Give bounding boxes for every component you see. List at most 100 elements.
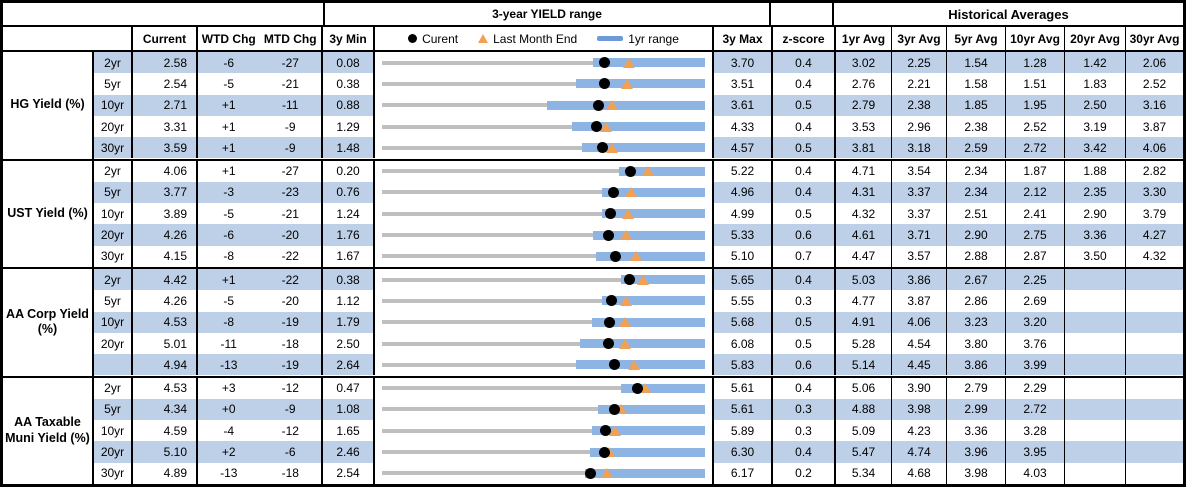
avg-value: 2.51 bbox=[947, 203, 1006, 225]
chart-legend: Curent Last Month End 1yr range bbox=[375, 27, 714, 50]
last-month-triangle bbox=[619, 295, 632, 306]
z-score-value: 0.3 bbox=[773, 420, 836, 442]
z-score-value: 0.5 bbox=[773, 94, 836, 116]
avg-value bbox=[1065, 354, 1126, 376]
mtd-chg-value: -18 bbox=[281, 336, 299, 351]
3y-min-value: 1.76 bbox=[323, 224, 375, 246]
legend-1yr-range: 1yr range bbox=[597, 32, 679, 46]
mtd-chg-value: -27 bbox=[281, 55, 299, 70]
avg-value: 2.38 bbox=[892, 94, 947, 116]
z-score-value: 0.4 bbox=[773, 441, 836, 463]
tenor-label: 10yr bbox=[94, 420, 133, 442]
3y-min-value: 1.24 bbox=[323, 203, 375, 225]
range-bar bbox=[601, 209, 705, 219]
section-0: HG Yield (%) 2yr 2.58 -6 -27 0.08 3.70 0.4 3.02 2… bbox=[3, 52, 1183, 161]
range-track bbox=[382, 341, 705, 346]
z-score-value: 0.6 bbox=[773, 354, 836, 376]
range-bar bbox=[592, 58, 705, 68]
z-score-value: 0.5 bbox=[773, 332, 836, 355]
table-row: 10yr 4.59 -4 -12 1.65 5.89 0.3 5.09 4.23 3.36 3.28 bbox=[94, 420, 1183, 442]
wtd-chg-value: -13 bbox=[220, 466, 238, 481]
mtd-chg-value: -20 bbox=[281, 293, 299, 308]
tenor-label: 2yr bbox=[94, 377, 133, 399]
avg-value: 3.80 bbox=[947, 332, 1006, 355]
col-header-5yr-avg: 5yr Avg bbox=[947, 27, 1006, 50]
avg-value: 3.36 bbox=[947, 420, 1006, 442]
z-score-value: 0.4 bbox=[773, 269, 836, 291]
z-score-value: 0.5 bbox=[773, 203, 836, 225]
3y-max-value: 4.96 bbox=[714, 181, 773, 204]
avg-value bbox=[1065, 290, 1126, 312]
3y-min-value: 0.08 bbox=[323, 52, 375, 74]
tenor-label: 20yr bbox=[94, 332, 133, 355]
yield-range-chart bbox=[375, 224, 714, 246]
current-value: 3.31 bbox=[133, 115, 198, 138]
current-value: 4.53 bbox=[133, 377, 198, 399]
avg-value: 3.30 bbox=[1126, 181, 1183, 204]
col-header-z-score: z-score bbox=[773, 27, 836, 50]
section-rows: 2yr 4.06 +1 -27 0.20 5.22 0.4 4.71 3.54 2.34 1.87 1… bbox=[94, 160, 1183, 268]
mtd-chg-value: -21 bbox=[281, 76, 299, 91]
last-month-triangle bbox=[605, 142, 618, 153]
chg-cell: -8 -22 bbox=[198, 245, 323, 267]
table-row: 10yr 3.89 -5 -21 1.24 4.99 0.5 4.32 3.37 2.51 2.41… bbox=[94, 203, 1183, 225]
table-row: 5yr 4.26 -5 -20 1.12 5.55 0.3 4.77 3.87 2.86 2.69 bbox=[94, 290, 1183, 312]
table-row: 2yr 4.06 +1 -27 0.20 5.22 0.4 4.71 3.54 2.34 1.87 1… bbox=[94, 160, 1183, 182]
3y-min-value: 0.76 bbox=[323, 181, 375, 204]
current-dot bbox=[604, 208, 616, 220]
avg-value: 1.87 bbox=[1006, 160, 1065, 182]
header-row-groups: 3-year YIELD range Historical Averages bbox=[3, 3, 1183, 27]
current-dot bbox=[603, 316, 615, 328]
last-month-triangle bbox=[641, 166, 654, 177]
avg-value: 4.91 bbox=[836, 311, 892, 333]
table-row: 20yr 3.31 +1 -9 1.29 4.33 0.4 3.53 2.96 2.38 2.52 3… bbox=[94, 115, 1183, 138]
avg-value: 3.20 bbox=[1006, 311, 1065, 333]
mtd-chg-value: -11 bbox=[282, 98, 299, 113]
avg-value: 2.21 bbox=[892, 73, 947, 95]
avg-value: 3.50 bbox=[1065, 245, 1126, 267]
table-row: 5yr 2.54 -5 -21 0.38 3.51 0.4 2.76 2.21 1.58 1.51 1… bbox=[94, 73, 1183, 95]
avg-value: 2.90 bbox=[947, 224, 1006, 246]
range-bar bbox=[598, 404, 705, 414]
avg-value: 4.74 bbox=[892, 441, 947, 463]
current-dot bbox=[624, 274, 636, 286]
3y-min-value: 2.64 bbox=[323, 354, 375, 376]
wtd-chg-value: +1 bbox=[221, 164, 236, 179]
avg-value: 3.98 bbox=[947, 462, 1006, 484]
range-track-area bbox=[382, 441, 705, 462]
avg-value bbox=[1126, 398, 1183, 421]
range-track bbox=[382, 471, 705, 476]
current-dot bbox=[608, 186, 620, 198]
wtd-chg-value: -8 bbox=[223, 249, 235, 264]
col-header-wtd: WTD Chg bbox=[201, 31, 256, 46]
3y-min-value: 1.48 bbox=[323, 137, 375, 159]
tenor-label: 30yr bbox=[94, 462, 133, 484]
range-bar bbox=[571, 122, 705, 132]
last-month-triangle bbox=[609, 425, 622, 436]
wtd-chg-value: -3 bbox=[223, 185, 235, 200]
range-track bbox=[382, 362, 705, 367]
chg-cell: +3 -12 bbox=[198, 377, 323, 399]
range-track bbox=[382, 428, 705, 433]
col-header-20yr-avg: 20yr Avg bbox=[1065, 27, 1126, 50]
avg-value: 2.59 bbox=[947, 137, 1006, 159]
current-dot bbox=[592, 99, 604, 111]
avg-value: 2.35 bbox=[1065, 181, 1126, 204]
avg-value: 1.51 bbox=[1006, 73, 1065, 95]
wtd-chg-value: -6 bbox=[223, 228, 235, 243]
mtd-chg-value: -23 bbox=[281, 185, 299, 200]
range-track-area bbox=[382, 399, 705, 420]
current-dot bbox=[631, 382, 643, 394]
current-value: 4.94 bbox=[133, 354, 198, 376]
avg-value: 3.71 bbox=[892, 224, 947, 246]
range-track bbox=[382, 60, 705, 65]
mtd-chg-value: -20 bbox=[281, 228, 299, 243]
3y-min-value: 2.50 bbox=[323, 332, 375, 355]
range-bar bbox=[585, 468, 705, 478]
avg-value: 2.50 bbox=[1065, 94, 1126, 116]
range-bar bbox=[582, 143, 705, 153]
yield-range-chart bbox=[375, 181, 714, 204]
legend-current-label: Curent bbox=[422, 31, 459, 46]
current-value: 3.89 bbox=[133, 203, 198, 225]
current-value: 2.71 bbox=[133, 94, 198, 116]
